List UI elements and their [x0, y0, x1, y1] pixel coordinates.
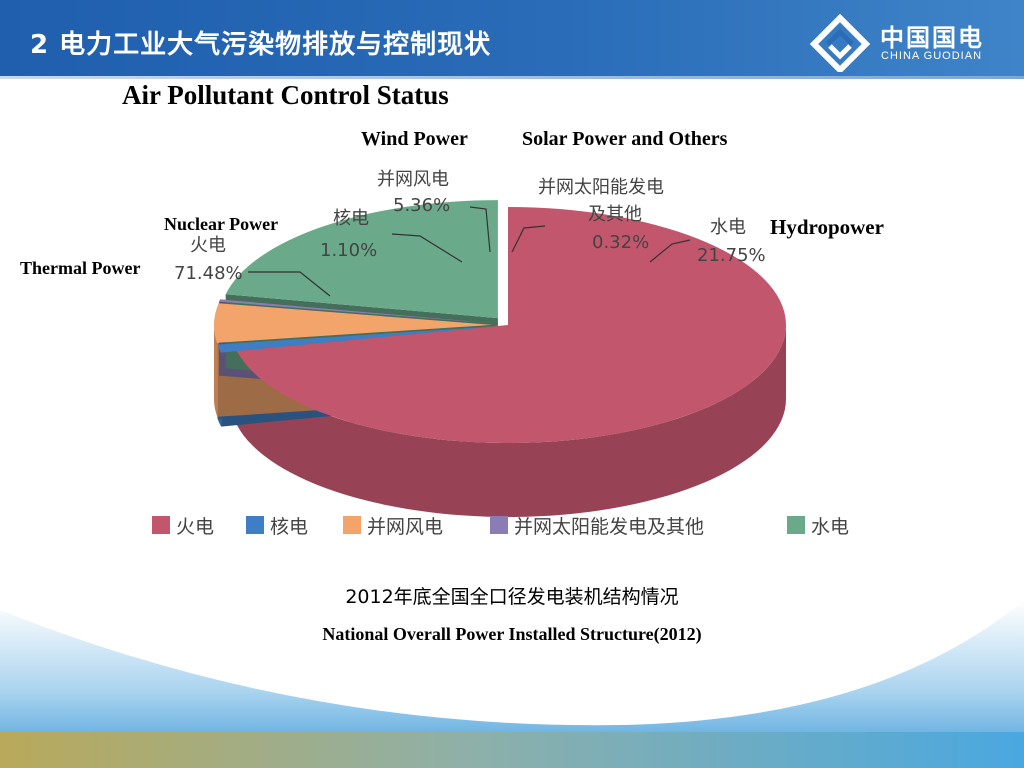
label-thermal-name: 火电: [190, 235, 226, 256]
label-thermal-value: 71.48%: [174, 263, 243, 284]
chart-legend: 火电 核电 并网风电 并网太阳能发电及其他 水电: [152, 516, 849, 538]
label-wind-value: 5.36%: [393, 195, 450, 216]
pie-slice-水电: [225, 200, 498, 319]
legend-swatch-3: [490, 516, 508, 534]
leader-line-0: [248, 271, 331, 297]
label-wind-name: 并网风电: [377, 169, 449, 190]
label-hydro-name: 水电: [710, 217, 746, 238]
logo-text-en: CHINA GUODIAN: [881, 50, 983, 62]
legend-label-4: 水电: [811, 516, 849, 538]
company-logo: 中国国电 CHINA GUODIAN: [808, 13, 1018, 75]
en-label-nuclear: Nuclear Power: [164, 214, 279, 234]
legend-label-3: 并网太阳能发电及其他: [514, 516, 704, 538]
legend-swatch-4: [787, 516, 805, 534]
en-label-thermal: Thermal Power: [20, 258, 141, 278]
legend-label-0: 火电: [176, 516, 214, 538]
leader-line-4: [649, 239, 691, 263]
label-nuclear-name: 核电: [333, 208, 369, 229]
leader-line-3: [511, 225, 546, 253]
slide-title: 2 电力工业大气污染物排放与控制现状: [30, 30, 492, 60]
footer-wave: [0, 600, 1024, 768]
pie-slice-并网太阳能发电及其他: [219, 299, 493, 324]
pie-slice-核电: [217, 326, 493, 353]
label-solar-value: 0.32%: [592, 232, 649, 253]
legend-swatch-2: [343, 516, 361, 534]
label-solar-name-1: 并网太阳能发电: [538, 177, 664, 198]
pie-wall-0: [236, 325, 787, 517]
guodian-logo-icon: [809, 13, 871, 75]
en-label-hydro: Hydropower: [770, 215, 884, 239]
pie-slice-并网风电: [214, 303, 493, 343]
legend-swatch-1: [246, 516, 264, 534]
legend-swatch-0: [152, 516, 170, 534]
header-divider: [0, 76, 1024, 79]
leader-line-1: [391, 233, 463, 263]
legend-label-2: 并网风电: [367, 516, 443, 538]
logo-text-cn: 中国国电: [880, 24, 984, 52]
pie-wall-2: [214, 324, 218, 417]
header-bar: [0, 0, 1024, 78]
label-hydro-value: 21.75%: [697, 245, 766, 266]
leader-line-2: [469, 206, 491, 253]
section-subtitle: Air Pollutant Control Status: [122, 80, 449, 110]
legend-label-1: 核电: [270, 516, 308, 538]
pie-slice-火电: [236, 207, 787, 443]
en-label-solar: Solar Power and Others: [522, 128, 728, 150]
label-nuclear-value: 1.10%: [320, 240, 377, 261]
pie-chart: 并网风电 5.36% 并网太阳能发电 及其他 0.32% 核电 1.10% 水电…: [152, 169, 849, 538]
chart-caption-cn: 2012年底全国全口径发电装机结构情况: [345, 586, 679, 608]
en-label-wind: Wind Power: [361, 128, 468, 150]
chart-caption-en: National Overall Power Installed Structu…: [322, 624, 702, 644]
label-solar-name-2: 及其他: [588, 204, 642, 225]
